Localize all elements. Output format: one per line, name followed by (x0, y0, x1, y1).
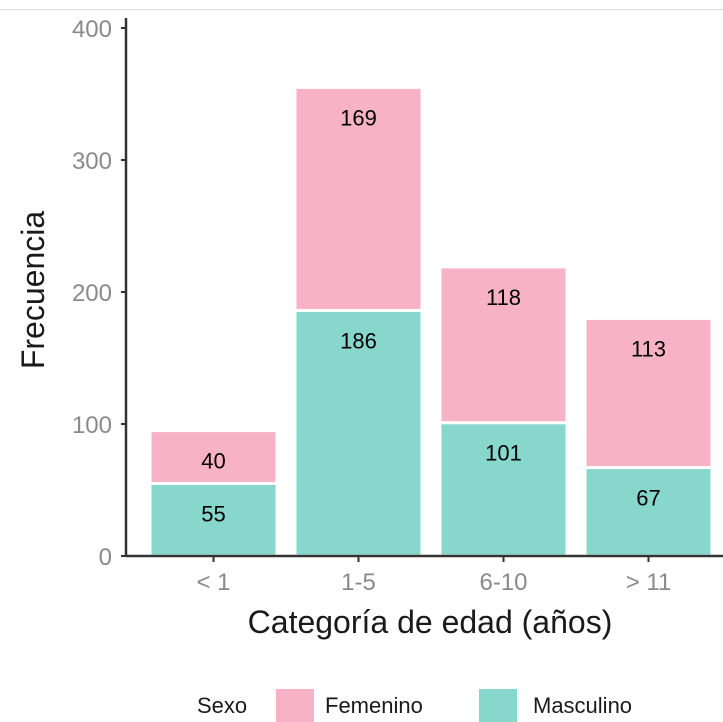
y-tick-label-2: 200 (72, 280, 112, 307)
legend-label-femenino: Femenino (325, 693, 423, 718)
data-label-femenino-1: 169 (340, 105, 377, 130)
x-tick-label-3: > 11 (626, 569, 672, 596)
bar-femenino-0 (148, 429, 279, 485)
data-label-femenino-2: 118 (486, 285, 521, 310)
legend-label-masculino: Masculino (533, 693, 632, 718)
bar-masculino-1 (293, 308, 424, 558)
bar-masculino-3 (583, 466, 714, 558)
data-label-masculino-0: 55 (201, 501, 225, 526)
data-label-femenino-3: 113 (631, 336, 666, 361)
legend-swatch-femenino (276, 689, 314, 722)
data-label-masculino-1: 186 (340, 328, 377, 353)
bars-layer (148, 85, 714, 558)
x-tick-label-1: 1-5 (341, 569, 376, 596)
axes-layer: < 1 1-5 6-10 > 11 0 100 200 300 400 (72, 16, 723, 596)
bar-femenino-3 (583, 316, 714, 470)
x-tick-label-2: 6-10 (479, 569, 527, 596)
bar-femenino-1 (293, 85, 424, 312)
x-axis-title: Categoría de edad (años) (248, 604, 613, 640)
y-tick-label-3: 300 (72, 148, 112, 175)
top-border-line (0, 9, 723, 10)
data-label-femenino-0: 40 (201, 449, 225, 474)
labels-layer: 55 40 186 169 101 118 67 113 (201, 105, 666, 526)
data-label-masculino-2: 101 (485, 441, 522, 466)
y-tick-label-4: 400 (72, 16, 112, 43)
legend: Sexo Femenino Masculino (197, 689, 632, 722)
data-label-masculino-3: 67 (636, 486, 660, 511)
legend-swatch-masculino (479, 689, 517, 722)
bar-femenino-2 (438, 265, 569, 425)
legend-title: Sexo (197, 693, 247, 718)
y-tick-label-1: 100 (72, 412, 112, 439)
x-tick-label-0: < 1 (196, 569, 230, 596)
y-axis-title: Frecuencia (15, 211, 51, 370)
y-tick-label-0: 0 (99, 544, 112, 571)
